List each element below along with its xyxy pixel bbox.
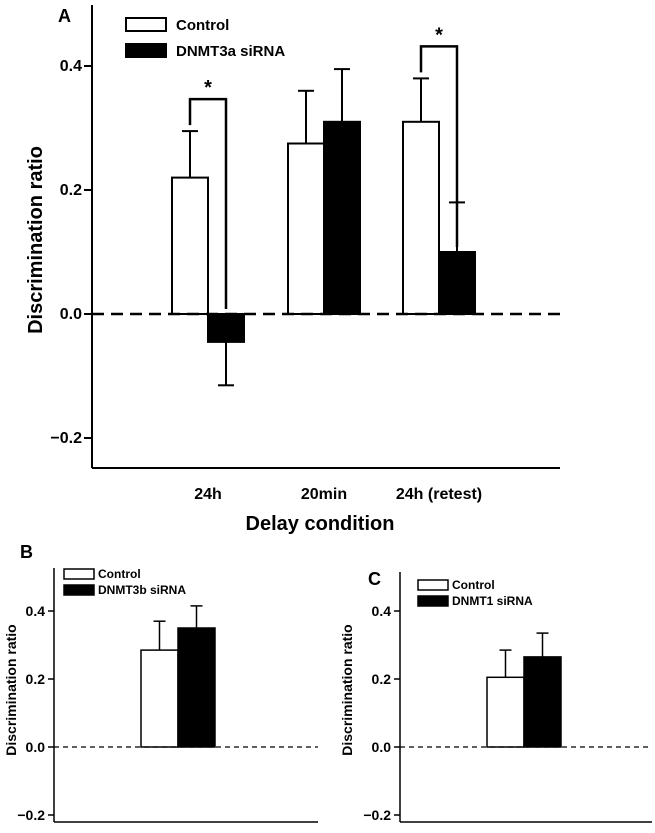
y-axis-label: Discrimination ratio	[3, 624, 19, 755]
legend-label: Control	[452, 578, 495, 592]
y-axis-label: Discrimination ratio	[25, 146, 47, 334]
bar-treatment	[177, 627, 216, 748]
bar-control	[486, 676, 525, 748]
legend-swatch-control	[417, 579, 449, 591]
bar-control	[287, 142, 325, 315]
y-tick-label: −0.2	[50, 430, 82, 447]
panel-letter: B	[20, 542, 33, 562]
panel-letter: C	[368, 569, 381, 589]
legend-label: DNMT3a siRNA	[176, 43, 285, 60]
legend-label: Control	[98, 567, 141, 581]
y-tick-label: 0.0	[372, 739, 392, 755]
category-label: 24h	[194, 486, 222, 503]
legend-swatch-treatment	[125, 43, 167, 58]
legend-label: DNMT1 siRNA	[452, 594, 533, 608]
bar-control	[402, 120, 440, 315]
y-tick-label: 0.2	[372, 671, 392, 687]
y-tick-label: −0.2	[363, 807, 391, 823]
panel-letter: A	[58, 6, 71, 26]
bar-treatment	[523, 656, 562, 748]
y-tick-label: −0.2	[17, 807, 45, 823]
legend-swatch-treatment	[417, 595, 449, 607]
y-tick-label: 0.4	[60, 58, 82, 75]
y-tick-label: 0.4	[26, 603, 46, 619]
bar-treatment	[323, 120, 361, 315]
legend-swatch-treatment	[63, 584, 95, 596]
category-label: 20min	[301, 486, 347, 503]
x-axis-label: Delay condition	[246, 513, 395, 535]
y-tick-label: 0.4	[372, 603, 392, 619]
significance-bracket	[188, 97, 228, 309]
significance-star: *	[204, 77, 212, 99]
legend-swatch-control	[125, 17, 167, 32]
legend-label: DNMT3b siRNA	[98, 583, 186, 597]
y-tick-label: 0.2	[26, 671, 46, 687]
legend-swatch-control	[63, 568, 95, 580]
significance-star: *	[435, 24, 443, 46]
y-tick-label: 0.0	[26, 739, 46, 755]
significance-bracket	[419, 45, 459, 247]
bar-treatment	[207, 313, 245, 343]
bar-control	[140, 649, 179, 748]
y-tick-label: 0.2	[60, 182, 82, 199]
y-tick-label: 0.0	[60, 306, 82, 323]
y-axis-label: Discrimination ratio	[339, 624, 355, 755]
legend-label: Control	[176, 17, 229, 34]
bar-treatment	[438, 251, 476, 315]
category-label: 24h (retest)	[396, 486, 482, 503]
bar-control	[171, 176, 209, 315]
